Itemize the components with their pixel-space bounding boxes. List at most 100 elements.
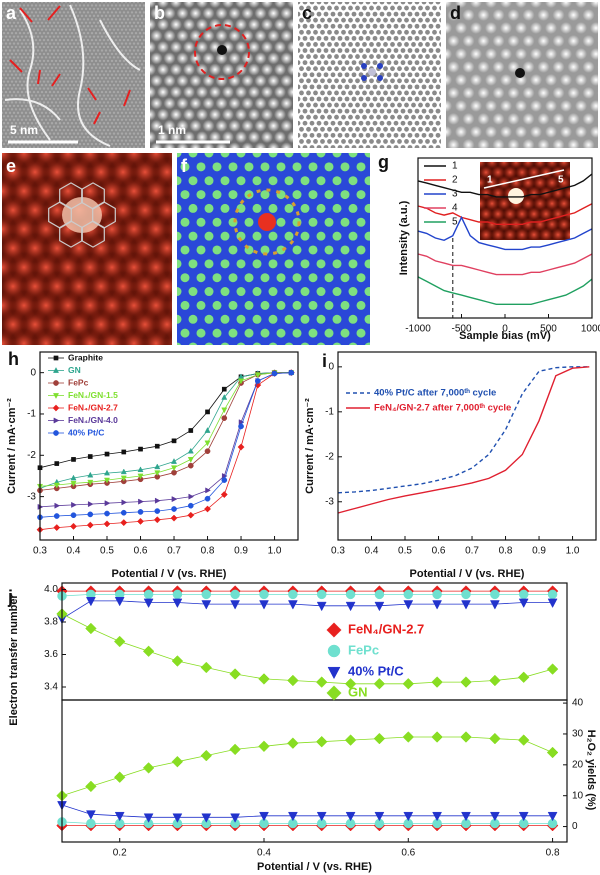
texture: [117, 126, 119, 128]
atom: [285, 315, 294, 324]
texture: [137, 91, 139, 93]
texture: [55, 60, 57, 62]
texture: [61, 132, 63, 134]
atom: [338, 48, 343, 53]
texture: [127, 39, 129, 41]
atom: [301, 287, 310, 296]
texture: [103, 4, 105, 6]
texture: [51, 25, 53, 27]
texture: [133, 112, 135, 114]
marker: [88, 454, 92, 458]
atom: [317, 12, 322, 17]
atom: [221, 342, 230, 351]
texture: [37, 105, 39, 107]
atom: [429, 97, 434, 102]
texture: [25, 35, 27, 37]
texture: [141, 15, 143, 17]
texture: [113, 112, 115, 114]
texture: [137, 29, 139, 31]
marker: [288, 812, 297, 821]
atom: [303, 133, 308, 138]
texture: [95, 143, 97, 145]
texture: [61, 84, 63, 86]
texture: [87, 18, 89, 20]
texture: [123, 74, 125, 76]
atom: [397, 30, 402, 35]
texture: [115, 80, 117, 82]
texture: [57, 98, 59, 100]
atom: [248, 86, 260, 98]
atom: [331, 109, 336, 114]
texture: [29, 119, 31, 121]
atom: [310, 48, 315, 53]
texture: [129, 1, 131, 3]
atom: [296, 48, 301, 53]
marker: [230, 744, 241, 755]
texture: [57, 91, 59, 93]
atom: [359, 133, 364, 138]
atom: [341, 245, 350, 254]
atom: [362, 54, 367, 59]
texture: [111, 32, 113, 34]
atom: [327, 103, 332, 108]
atom: [281, 75, 293, 87]
nitrogen: [361, 75, 367, 81]
atom: [411, 30, 416, 35]
texture: [83, 25, 85, 27]
atom: [373, 145, 378, 150]
atom: [439, 18, 444, 23]
texture: [121, 112, 123, 114]
atom: [216, 120, 228, 132]
marker: [138, 447, 142, 451]
atom: [440, 48, 452, 60]
texture: [31, 25, 33, 27]
texture: [49, 8, 51, 10]
atom: [394, 72, 399, 77]
marker: [115, 597, 124, 606]
texture: [1, 8, 3, 10]
atom: [355, 127, 360, 132]
texture: [101, 42, 103, 44]
atom: [365, 176, 374, 185]
texture: [87, 101, 89, 103]
texture: [63, 39, 65, 41]
texture: [37, 15, 39, 17]
texture: [79, 4, 81, 6]
texture: [101, 132, 103, 134]
texture: [133, 105, 135, 107]
texture: [43, 150, 45, 152]
atom: [205, 149, 214, 158]
atom: [248, 64, 260, 76]
atom: [144, 41, 156, 53]
atom: [381, 342, 390, 351]
texture: [135, 143, 137, 145]
blob: [521, 238, 535, 252]
atom: [387, 48, 392, 53]
atom: [560, 74, 572, 86]
texture: [91, 115, 93, 117]
texture: [85, 98, 87, 100]
atom: [583, 139, 595, 151]
texture: [77, 132, 79, 134]
texture: [119, 32, 121, 34]
panel-label: e: [6, 156, 16, 176]
texture: [143, 87, 145, 89]
texture: [133, 126, 135, 128]
atom: [205, 259, 214, 268]
atom: [229, 52, 241, 64]
atom: [173, 232, 182, 241]
texture: [51, 122, 53, 124]
atom: [422, 60, 427, 65]
texture: [85, 70, 87, 72]
texture: [109, 29, 111, 31]
atom: [331, 72, 336, 77]
texture: [97, 91, 99, 93]
atom: [418, 139, 423, 144]
texture: [13, 70, 15, 72]
marker: [104, 511, 109, 516]
texture: [65, 35, 67, 37]
atom: [325, 329, 334, 338]
marker: [375, 812, 384, 821]
atom: [197, 245, 206, 254]
texture: [73, 146, 75, 148]
